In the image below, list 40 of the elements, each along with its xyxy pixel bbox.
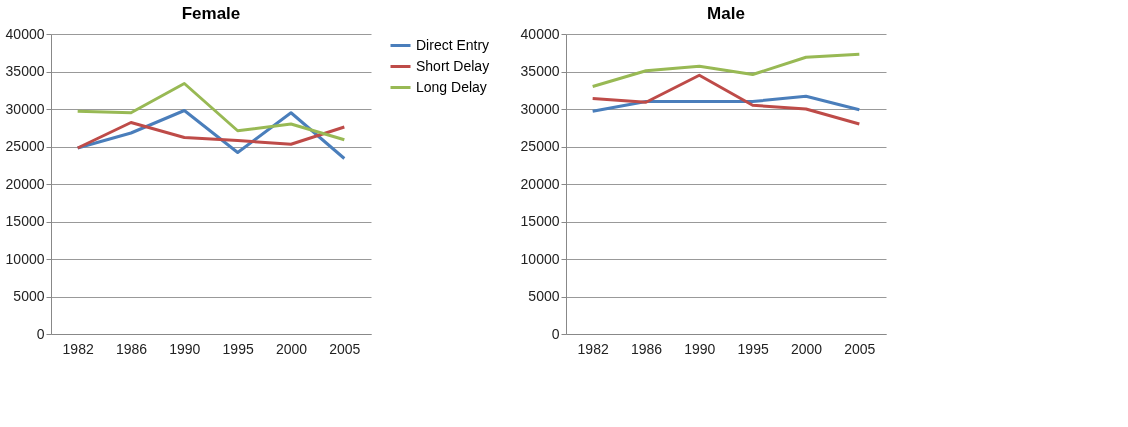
- y-tick-label: 0: [551, 325, 560, 342]
- y-tick-label: 5000: [13, 288, 45, 304]
- x-tick-label: 1990: [169, 340, 201, 357]
- x-tick-label: 1990: [684, 340, 716, 357]
- legend-label: Long Delay: [416, 78, 487, 95]
- line-series: [591, 73, 861, 126]
- y-tick-label: 35000: [5, 63, 45, 79]
- y-tick-label: 35000: [520, 63, 560, 79]
- y-tick-label: 40000: [520, 25, 560, 42]
- y-tick-label: 25000: [520, 138, 560, 154]
- chart-title: Male: [707, 4, 745, 23]
- line-series: [76, 121, 346, 150]
- x-tick-label: 1986: [630, 340, 663, 357]
- line-series: [591, 94, 861, 113]
- y-tick-label: 30000: [520, 100, 560, 117]
- x-tick-label: 1995: [737, 340, 769, 357]
- line-series: [76, 82, 346, 142]
- y-tick-label: 0: [36, 325, 45, 342]
- y-tick-label: 30000: [5, 100, 45, 117]
- line-series: [591, 52, 861, 88]
- x-tick-label: 2000: [790, 340, 823, 357]
- y-tick-label: 20000: [520, 175, 560, 192]
- x-tick-label: 2005: [844, 340, 876, 357]
- x-tick-label: 1995: [222, 340, 254, 357]
- y-tick-label: 25000: [5, 138, 45, 154]
- y-tick-label: 15000: [520, 213, 560, 229]
- legend-label: Short Delay: [416, 57, 490, 74]
- y-tick-label: 5000: [528, 288, 560, 304]
- y-tick-label: 10000: [5, 250, 45, 267]
- y-tick-label: 15000: [5, 213, 45, 229]
- y-tick-label: 10000: [520, 250, 560, 267]
- chart-title: Female: [181, 4, 241, 23]
- y-tick-label: 40000: [5, 25, 45, 42]
- x-tick-label: 1986: [115, 340, 148, 357]
- legend-label: Direct Entry: [416, 36, 490, 53]
- y-tick-label: 20000: [5, 175, 45, 192]
- x-tick-label: 1982: [62, 340, 94, 357]
- x-tick-label: 2005: [329, 340, 361, 357]
- x-tick-label: 2000: [275, 340, 308, 357]
- x-tick-label: 1982: [577, 340, 609, 357]
